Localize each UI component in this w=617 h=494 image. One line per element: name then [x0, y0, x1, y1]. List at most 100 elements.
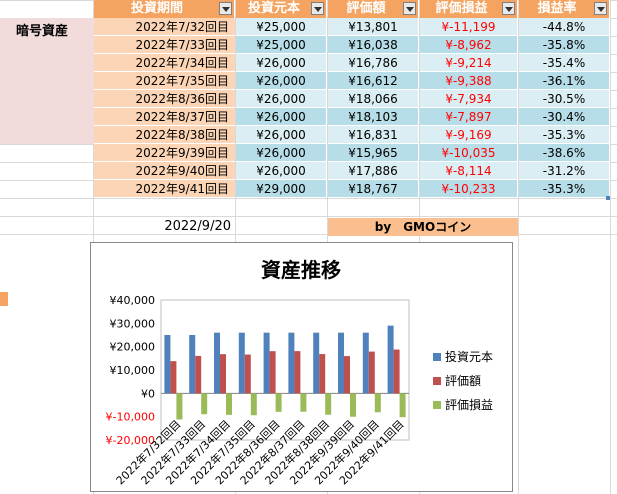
plot-area — [160, 299, 410, 441]
rate-cell[interactable]: -36.1% — [519, 72, 610, 90]
header-label: 損益率 — [537, 1, 577, 16]
bar-value — [393, 349, 400, 394]
credit-cell[interactable]: by GMOコイン — [328, 218, 518, 236]
bar-principal — [313, 332, 320, 394]
legend-label: 評価損益 — [445, 397, 493, 412]
gain-cell[interactable]: ¥-8,962 — [420, 36, 518, 54]
gain-cell[interactable]: ¥-9,214 — [420, 54, 518, 72]
gain-cell[interactable]: ¥-10,233 — [420, 180, 518, 198]
filter-dropdown-icon[interactable] — [502, 2, 515, 15]
rate-cell[interactable]: -30.5% — [519, 90, 610, 108]
bar-gain — [201, 393, 208, 415]
filter-dropdown-icon[interactable] — [594, 2, 607, 15]
header-principal[interactable]: 投資元本 — [236, 0, 327, 18]
header-gain[interactable]: 評価損益 — [420, 0, 518, 18]
filter-dropdown-icon[interactable] — [219, 2, 232, 15]
rate-cell[interactable]: -31.2% — [519, 162, 610, 180]
filter-dropdown-icon[interactable] — [403, 2, 416, 15]
legend-swatch — [433, 353, 441, 361]
value-cell[interactable]: ¥15,965 — [328, 144, 419, 162]
principal-cell[interactable]: ¥26,000 — [236, 54, 327, 72]
value-cell[interactable]: ¥18,103 — [328, 108, 419, 126]
bar-principal — [214, 332, 220, 394]
y-tick-label: ¥-20,000 — [106, 434, 155, 447]
bar-principal — [164, 335, 171, 394]
value-cell[interactable]: ¥16,038 — [328, 36, 419, 54]
chart-title: 資産推移 — [261, 258, 341, 282]
asset-label: 暗号資産 — [16, 24, 69, 39]
value-cell[interactable]: ¥18,767 — [328, 180, 419, 198]
asset-chart[interactable]: 資産推移 ¥-20,000 ¥-10,000 ¥0 ¥10,000 ¥20,000 ¥30,… — [90, 242, 513, 492]
bar-gain — [226, 393, 232, 415]
bar-gain — [176, 393, 183, 420]
rate-cell[interactable]: -44.8% — [519, 18, 610, 36]
y-tick-label: ¥20,000 — [110, 341, 156, 354]
value-cell[interactable]: ¥16,786 — [328, 54, 419, 72]
bar-value — [220, 354, 226, 394]
fill-handle[interactable] — [606, 196, 610, 200]
rate-cell[interactable]: -30.4% — [519, 108, 610, 126]
header-label: 投資期間 — [130, 1, 183, 16]
principal-cell[interactable]: ¥26,000 — [236, 72, 327, 90]
principal-cell[interactable]: ¥29,000 — [236, 180, 327, 198]
gridline — [0, 234, 617, 235]
period-cell[interactable]: 2022年9/40回目 — [94, 162, 235, 180]
period-cell[interactable]: 2022年9/41回目 — [94, 180, 235, 198]
period-cell[interactable]: 2022年7/32回目 — [94, 18, 235, 36]
gain-cell[interactable]: ¥-7,934 — [420, 90, 518, 108]
gain-cell[interactable]: ¥-9,388 — [420, 72, 518, 90]
row-marker — [0, 292, 8, 306]
legend-swatch — [433, 377, 441, 385]
principal-cell[interactable]: ¥26,000 — [236, 126, 327, 144]
value-cell[interactable]: ¥16,612 — [328, 72, 419, 90]
rate-cell[interactable]: -35.3% — [519, 126, 610, 144]
period-cell[interactable]: 2022年7/33回目 — [94, 36, 235, 54]
bar-principal — [238, 332, 245, 394]
asset-label-cell[interactable]: 暗号資産 — [0, 18, 94, 144]
principal-cell[interactable]: ¥26,000 — [236, 90, 327, 108]
bar-value — [195, 355, 202, 394]
period-cell[interactable]: 2022年8/38回目 — [94, 126, 235, 144]
principal-cell[interactable]: ¥26,000 — [236, 162, 327, 180]
principal-cell[interactable]: ¥26,000 — [236, 144, 327, 162]
header-label: 投資元本 — [247, 1, 300, 16]
period-cell[interactable]: 2022年8/36回目 — [94, 90, 235, 108]
period-cell[interactable]: 2022年7/35回目 — [94, 72, 235, 90]
value-cell[interactable]: ¥18,066 — [328, 90, 419, 108]
header-label: 評価額 — [346, 1, 386, 16]
gain-cell[interactable]: ¥-7,897 — [420, 108, 518, 126]
y-tick-label: ¥0 — [141, 387, 155, 400]
principal-cell[interactable]: ¥25,000 — [236, 18, 327, 36]
gridline — [610, 0, 611, 494]
principal-cell[interactable]: ¥25,000 — [236, 36, 327, 54]
period-cell[interactable]: 2022年9/39回目 — [94, 144, 235, 162]
y-tick-label: ¥10,000 — [110, 364, 156, 377]
rate-cell[interactable]: -35.4% — [519, 54, 610, 72]
principal-cell[interactable]: ¥26,000 — [236, 108, 327, 126]
bar-principal — [288, 332, 295, 394]
bar-gain — [350, 393, 356, 417]
bar-principal — [263, 332, 270, 394]
bar-principal — [362, 332, 369, 394]
header-value[interactable]: 評価額 — [328, 0, 419, 18]
date-cell[interactable]: 2022/9/20 — [164, 219, 231, 234]
chart-canvas: 資産推移 ¥-20,000 ¥-10,000 ¥0 ¥10,000 ¥20,000 ¥30,… — [106, 258, 493, 487]
header-period[interactable]: 投資期間 — [94, 0, 235, 18]
header-rate[interactable]: 損益率 — [519, 0, 610, 18]
gain-cell[interactable]: ¥-10,035 — [420, 144, 518, 162]
period-cell[interactable]: 2022年8/37回目 — [94, 108, 235, 126]
gain-cell[interactable]: ¥-9,169 — [420, 126, 518, 144]
gridline — [518, 0, 519, 494]
header-label: 評価損益 — [435, 1, 488, 16]
period-cell[interactable]: 2022年7/34回目 — [94, 54, 235, 72]
filter-dropdown-icon[interactable] — [311, 2, 324, 15]
gain-cell[interactable]: ¥-11,199 — [420, 18, 518, 36]
rate-cell[interactable]: -38.6% — [519, 144, 610, 162]
rate-cell[interactable]: -35.3% — [519, 180, 610, 198]
value-cell[interactable]: ¥13,801 — [328, 18, 419, 36]
value-cell[interactable]: ¥17,886 — [328, 162, 419, 180]
rate-cell[interactable]: -35.8% — [519, 36, 610, 54]
value-cell[interactable]: ¥16,831 — [328, 126, 419, 144]
gain-cell[interactable]: ¥-8,114 — [420, 162, 518, 180]
